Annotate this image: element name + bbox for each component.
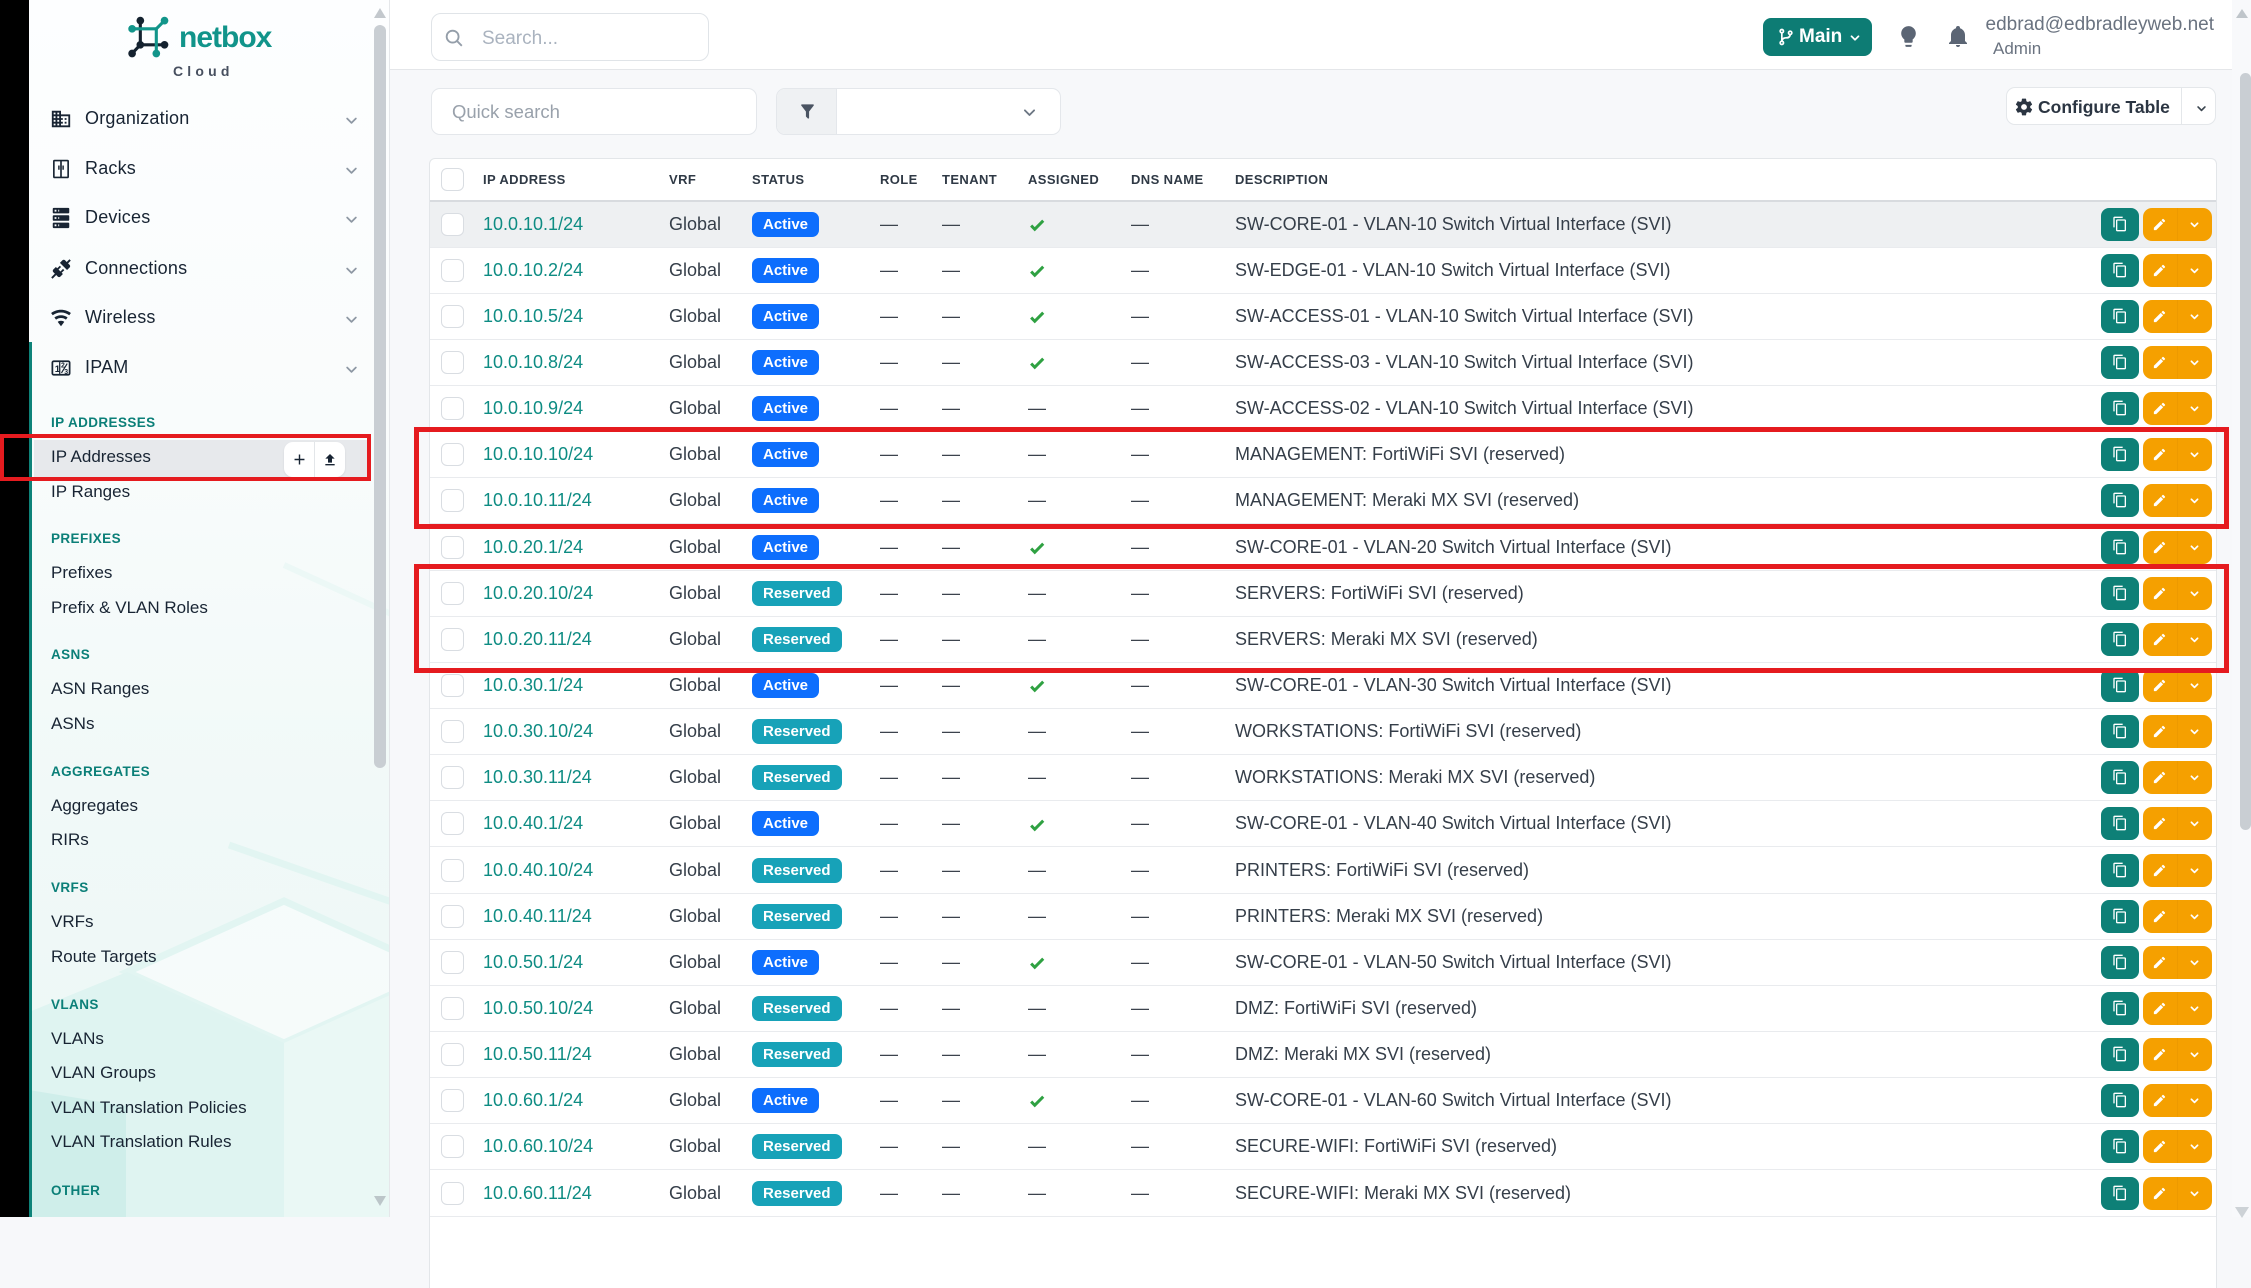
svg-text:3: 3 — [64, 368, 68, 375]
svg-text:1: 1 — [55, 363, 61, 374]
svg-text:2: 2 — [61, 362, 65, 369]
